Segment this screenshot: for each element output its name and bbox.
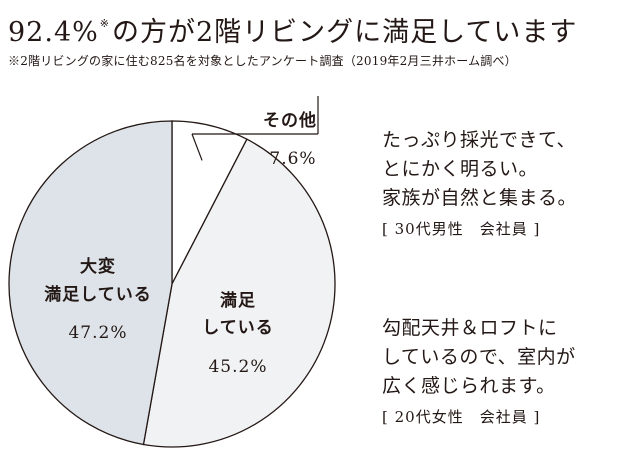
slice-1-label: その他 — [263, 110, 317, 131]
quote-2: 勾配天井＆ロフトに しているので、室内が 広く感じられます。 [ 20代女性 会… — [382, 314, 576, 427]
slice-3-label-line-2: 満足している — [44, 284, 152, 305]
slice-3-label-line-1: 大変 — [80, 256, 116, 277]
pie-slice-3 — [8, 120, 173, 446]
slice-1-leader-line — [191, 133, 203, 161]
headline: 92.4%※の方が2階リビングに満足しています — [8, 6, 577, 51]
quote-1-line-2: とにかく明るい。 — [382, 158, 539, 180]
quote-1-line-3: 家族が自然と集まる。 — [382, 187, 578, 209]
quote-1-author: [ 30代男性 会社員 ] — [382, 220, 541, 238]
slice-2-label-line-2: している — [202, 318, 274, 338]
slice-2-label-line-1: 満足 — [220, 290, 256, 311]
pie-slice-2 — [142, 138, 336, 448]
quote-2-line-1: 勾配天井＆ロフトに — [382, 317, 558, 339]
headline-text: の方が2階リビングに満足しています — [112, 17, 578, 48]
quote-1-line-1: たっぷり採光できて、 — [382, 129, 577, 151]
quote-2-line-2: しているので、室内が — [382, 346, 576, 368]
quote-2-line-3: 広く感じられます。 — [382, 375, 556, 397]
quote-1: たっぷり採光できて、 とにかく明るい。 家族が自然と集まる。 [ 30代男性 会… — [382, 126, 577, 239]
quote-2-author: [ 20代女性 会社員 ] — [382, 408, 541, 426]
headline-value: 92.4% — [8, 17, 99, 48]
slice-1-value: 7.6% — [269, 149, 316, 169]
slice-3-value: 47.2% — [68, 323, 127, 343]
survey-note: ※2階リビングの家に住む825名を対象としたアンケート調査（2019年2月三井ホ… — [8, 54, 517, 68]
headline-note-mark: ※ — [99, 17, 110, 30]
slice-2-value: 45.2% — [208, 357, 267, 377]
